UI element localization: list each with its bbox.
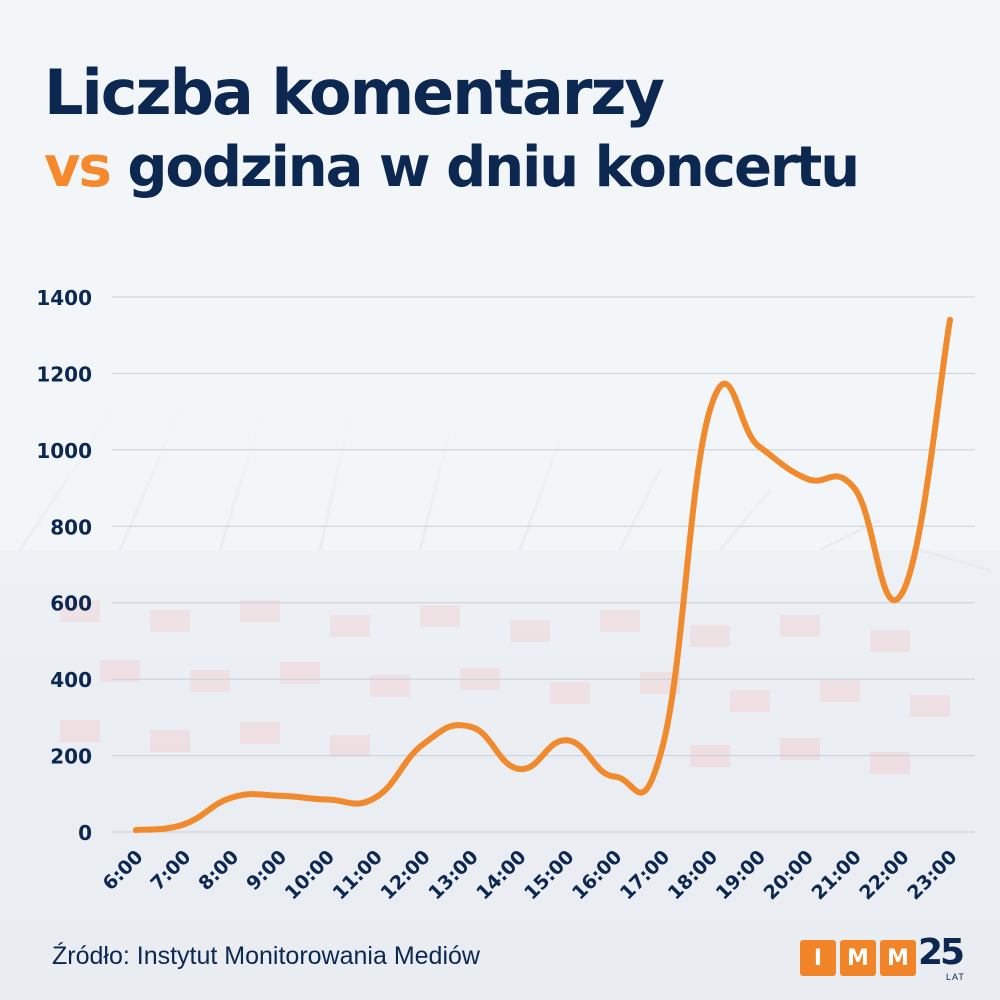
y-tick-label: 200 [50,745,92,769]
data-point [133,827,139,834]
x-tick-label: 14:00 [472,846,530,904]
x-tick-label: 20:00 [760,846,818,904]
data-point [707,404,714,411]
data-point [947,316,953,323]
logo-letter: M [880,940,916,976]
y-tick-label: 600 [50,592,92,616]
x-tick-label: 19:00 [712,846,770,904]
series-layer [133,316,953,834]
data-point [372,794,379,801]
data-point [228,794,235,801]
data-point [611,773,618,780]
data-point [516,765,523,772]
x-tick-label: 23:00 [903,846,961,904]
data-point [276,792,283,799]
title-line-2-rest: godzina w dniu koncertu [109,135,860,200]
y-tick-label: 0 [78,821,92,845]
logo-suffix: LAT [946,972,965,982]
imm-25-logo: I M M 25 LAT [800,932,980,984]
x-tick-label: 16:00 [568,846,626,904]
x-tick-label: 12:00 [377,846,435,904]
x-tick-label: 18:00 [664,846,722,904]
data-point [468,723,475,730]
y-tick-label: 800 [50,515,92,539]
y-tick-label: 400 [50,668,92,692]
y-tick-label: 1400 [36,286,92,310]
data-point [755,443,762,450]
data-point [803,475,810,482]
logo-letter: M [840,940,876,976]
grid-lines [112,296,975,833]
data-point [180,821,187,828]
data-point [899,590,906,597]
data-point [659,743,666,750]
chart-title: Liczba komentarzy vs godzina w dniu konc… [44,56,860,196]
data-point [563,737,570,744]
title-vs: vs [44,135,112,200]
series-line [133,316,953,834]
x-tick-label: 13:00 [424,846,482,904]
y-axis-ticks: 0 200 400 600 800 1000 1200 1400 [36,286,92,845]
x-tick-label: 10:00 [281,846,339,904]
y-tick-label: 1000 [36,439,92,463]
x-tick-label: 22:00 [855,846,913,904]
x-tick-label: 21:00 [807,846,865,904]
logo-letter: I [800,940,836,976]
x-axis-ticks: 6:007:008:009:0010:0011:0012:0013:0014:0… [99,846,962,904]
source-note: Źródło: Instytut Monitorowania Mediów [52,942,480,970]
x-tick-label: 17:00 [616,846,674,904]
data-point [324,796,331,803]
title-line-2: vs godzina w dniu koncertu [44,140,860,196]
x-tick-label: 6:00 [99,846,148,895]
y-tick-label: 1200 [36,362,92,386]
logo-number: 25 [918,932,965,973]
data-point [420,741,427,748]
data-point [851,485,858,492]
title-line-1: Liczba komentarzy [44,56,665,129]
x-tick-label: 7:00 [146,846,195,895]
stadium-background-image [0,400,1000,1000]
x-tick-label: 8:00 [194,846,243,895]
x-tick-label: 11:00 [329,846,387,904]
x-tick-label: 15:00 [520,846,578,904]
